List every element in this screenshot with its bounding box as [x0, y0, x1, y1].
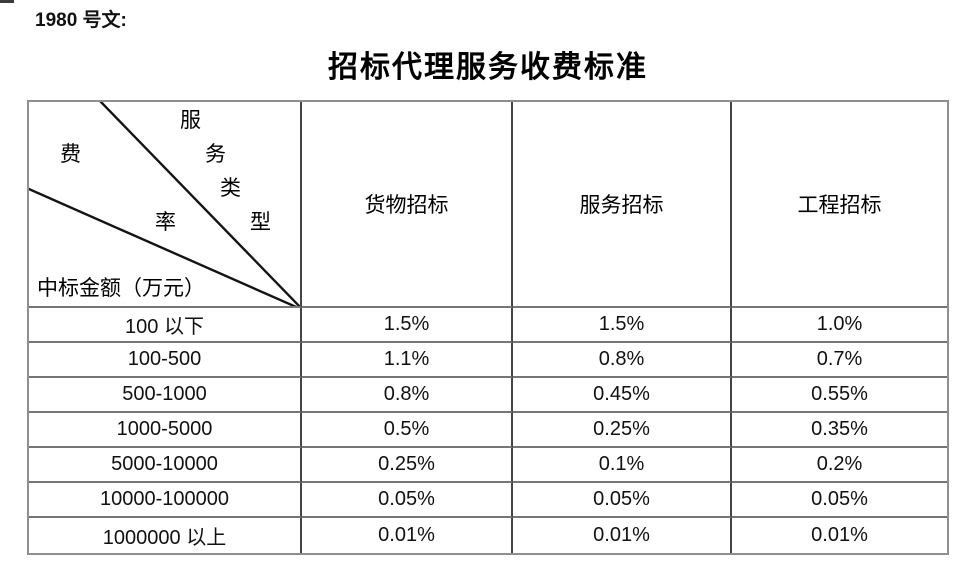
- column-header-engineering-bidding: 工程招标: [797, 193, 882, 217]
- fee-value: 0.25%: [593, 418, 650, 440]
- corner-label-fee-rate-char: 费: [60, 142, 81, 166]
- corner-label-fee-rate-char: 率: [155, 210, 176, 234]
- fee-value: 1.5%: [383, 313, 430, 335]
- fee-value: 0.01%: [593, 524, 650, 546]
- fee-value: 0.35%: [811, 418, 868, 440]
- fee-value: 0.05%: [593, 488, 650, 510]
- fee-value: 0.2%: [816, 453, 863, 475]
- fee-value: 0.01%: [378, 524, 435, 546]
- corner-label-service-type-char: 型: [250, 210, 271, 234]
- fee-value: 0.8%: [383, 383, 430, 405]
- corner-label-service-type-char: 类: [220, 176, 241, 200]
- document-reference: 1980 号文:: [35, 10, 127, 31]
- fee-value: 0.05%: [378, 488, 435, 510]
- row-range-label: 1000-5000: [116, 418, 213, 440]
- row-range-label: 1000000 以上: [102, 527, 227, 549]
- row-range-label: 100 以下: [125, 316, 204, 338]
- fee-value: 0.05%: [811, 488, 868, 510]
- fee-value: 0.5%: [383, 418, 430, 440]
- row-range-label: 100-500: [127, 348, 202, 370]
- fee-standard-table: 服 务 类 型 费 率 中标金额（万元） 货物招标 服务招标 工程招标 100 …: [27, 100, 949, 555]
- row-range-label: 10000-100000: [99, 488, 229, 510]
- fee-value: 0.45%: [593, 383, 650, 405]
- row-range-label: 500-1000: [122, 383, 207, 405]
- fee-value: 0.7%: [816, 348, 863, 370]
- corner-label-service-type-char: 服: [180, 108, 201, 132]
- column-header-goods-bidding: 货物招标: [364, 193, 449, 217]
- diagonal-divider-lines-icon: [29, 102, 300, 306]
- row-range-label: 5000-10000: [111, 453, 218, 475]
- corner-label-amount: 中标金额（万元）: [37, 276, 205, 300]
- page-title: 招标代理服务收费标准: [328, 51, 648, 84]
- fee-value: 0.1%: [598, 453, 645, 475]
- corner-label-service-type-char: 务: [205, 142, 226, 166]
- fee-value: 0.8%: [598, 348, 645, 370]
- table-corner-cell: 服 务 类 型 费 率 中标金额（万元）: [29, 102, 302, 308]
- fee-value: 0.01%: [811, 524, 868, 546]
- fee-value: 0.55%: [811, 383, 868, 405]
- fee-value: 1.5%: [598, 313, 645, 335]
- fee-value: 1.0%: [816, 313, 863, 335]
- column-header-service-bidding: 服务招标: [579, 193, 664, 217]
- fee-value: 1.1%: [383, 348, 430, 370]
- fee-value: 0.25%: [378, 453, 435, 475]
- screen-edge-artifact: [0, 0, 14, 3]
